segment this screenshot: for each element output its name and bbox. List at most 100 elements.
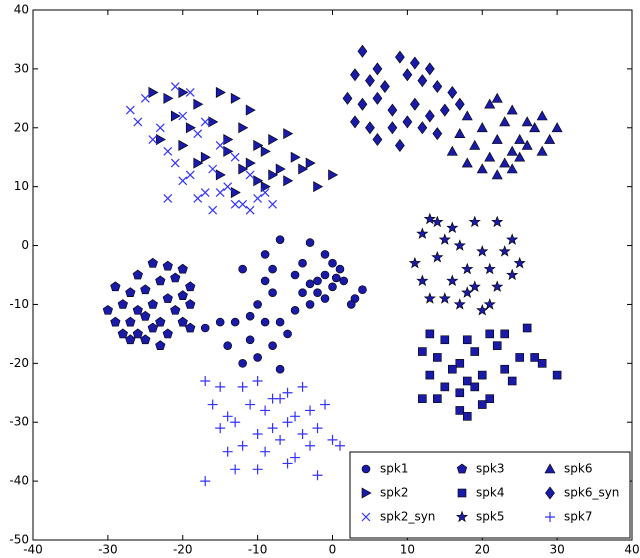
scatter-point [402,68,413,82]
scatter-point [245,157,256,169]
scatter-point [155,275,166,286]
scatter-point [290,270,300,280]
scatter-point [453,298,466,310]
scatter-point [476,245,489,257]
scatter-point [177,316,188,327]
scatter-point [140,284,151,295]
scatter-point [380,80,390,94]
scatter-point [455,388,465,398]
scatter-point [245,311,255,321]
scatter-point [275,434,286,445]
scatter-point [447,364,457,374]
scatter-point [283,175,294,187]
scatter-point [305,238,315,247]
scatter-point [409,56,420,70]
scatter-point [455,406,465,415]
scatter-point [514,151,526,162]
scatter-point [268,288,277,297]
scatter-point [372,133,383,147]
scatter-point [477,370,487,380]
scatter-point [461,286,474,298]
legend-marker [544,463,556,474]
scatter-point [529,122,541,133]
scatter-point [230,92,241,104]
scatter-point [215,141,225,150]
scatter-point [253,194,263,203]
scatter-point [282,387,293,398]
scatter-point [223,341,232,350]
scatter-point [253,175,264,187]
scatter-point [238,163,249,175]
scatter-point [454,97,465,111]
scatter-point [297,429,308,439]
scatter-point [290,151,301,163]
scatter-point [147,257,158,268]
legend-label: spk1 [380,462,408,476]
scatter-point [365,74,375,88]
scatter-point [230,417,241,428]
scatter-point [331,273,341,283]
scatter-point [372,62,383,76]
scatter-point [163,146,173,156]
scatter-point [132,269,143,280]
scatter-point [342,91,353,105]
scatter-point [253,353,262,362]
scatter-point [544,133,556,144]
legend-label: spk6 [564,462,592,476]
scatter-point [238,359,247,368]
scatter-point [521,139,533,150]
scatter-point [170,304,181,315]
scatter-point [424,62,435,76]
scatter-point [155,123,165,133]
scatter-point [485,394,495,403]
scatter-point [238,122,249,134]
scatter-point [178,176,188,186]
scatter-point [305,279,315,289]
scatter-point [208,164,218,174]
scatter-point [387,121,398,135]
scatter-point [140,310,151,321]
scatter-point [245,104,256,116]
scatter-point [252,464,263,475]
scatter-point [178,86,189,98]
scatter-point [260,188,270,197]
y-tick-label: -50 [9,533,29,547]
scatter-point [162,260,173,271]
scatter-point [477,400,487,409]
scatter-point [237,440,248,451]
scatter-point [148,135,158,144]
legend-box [349,451,631,539]
scatter-point [431,215,444,228]
legend-label: spk5 [476,510,504,524]
scatter-point [275,317,285,327]
scatter-point [185,88,195,97]
scatter-point [537,359,547,368]
x-tick-label: 30 [549,543,564,557]
scatter-point [252,429,263,439]
scatter-point [500,329,510,339]
scatter-point [162,293,173,303]
scatter-point [260,181,271,193]
scatter-point [125,334,136,345]
scatter-point [350,68,360,82]
scatter-point [350,115,360,129]
scatter-point [327,434,338,445]
scatter-point [155,134,166,146]
scatter-point [469,139,481,150]
scatter-point [148,86,159,98]
scatter-point [268,264,277,274]
scatter-point [408,256,421,269]
scatter-point [117,328,128,339]
scatter-point [357,97,368,111]
legend-marker [455,510,469,523]
y-tick-label: 30 [14,61,29,75]
scatter-point [438,233,451,245]
scatter-point [312,423,323,434]
scatter-point [177,263,188,274]
scatter-point [125,316,136,327]
scatter-point [358,285,367,295]
scatter-point [485,329,495,339]
scatter-point [140,93,150,103]
scatter-point [530,353,539,362]
scatter-point [200,476,211,487]
